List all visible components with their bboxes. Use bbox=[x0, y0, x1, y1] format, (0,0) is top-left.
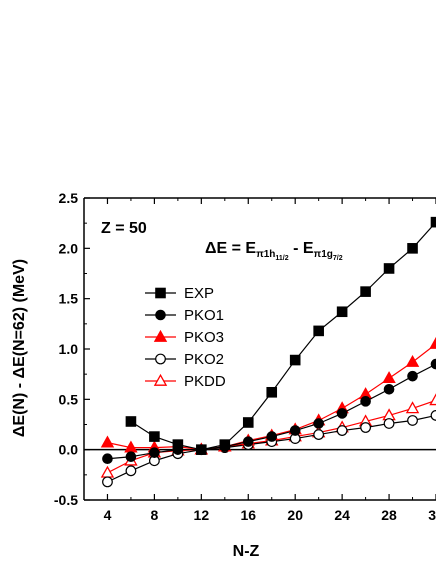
point-pko2 bbox=[313, 429, 325, 440]
x-tick-label: 28 bbox=[381, 507, 397, 523]
point-exp bbox=[313, 325, 324, 337]
point-pko1 bbox=[360, 396, 371, 407]
point-exp bbox=[360, 286, 371, 297]
legend-marker-exp bbox=[155, 287, 166, 299]
series-layer bbox=[100, 216, 436, 488]
point-pko1 bbox=[289, 425, 301, 436]
point-exp bbox=[430, 216, 436, 228]
x-tick-label: 4 bbox=[104, 507, 112, 523]
ticks-layer: 4 8 12 16 20 24 28 32 -0.5 0.0 0.5 1.0 1.5 2.0 2.5 bbox=[54, 190, 436, 523]
point-pkdd bbox=[429, 393, 436, 406]
legend-entry-pko2: PKO2 bbox=[145, 351, 224, 368]
point-pkdd bbox=[405, 401, 420, 414]
legend-entry-pko3: PKO3 bbox=[145, 329, 224, 346]
z-annotation: Z = 50 bbox=[101, 220, 147, 237]
legend-label-pkdd: PKDD bbox=[184, 373, 226, 390]
legend-label-pko2: PKO2 bbox=[184, 351, 224, 368]
point-pko1 bbox=[407, 370, 418, 382]
y-tick-label: 1.5 bbox=[59, 291, 79, 307]
y-tick-label: -0.5 bbox=[54, 492, 78, 508]
legend-label-exp: EXP bbox=[184, 285, 214, 302]
x-tick-label: 24 bbox=[334, 507, 350, 523]
point-pko2 bbox=[360, 422, 372, 433]
point-pko2 bbox=[336, 425, 348, 436]
point-exp bbox=[289, 354, 301, 366]
point-pko1 bbox=[313, 418, 324, 429]
point-pko2 bbox=[430, 410, 436, 421]
y-tick-label: 0.0 bbox=[59, 442, 79, 458]
point-exp bbox=[125, 416, 137, 427]
legend-marker-pko2 bbox=[155, 353, 166, 365]
point-pko2 bbox=[125, 465, 137, 477]
point-exp bbox=[383, 263, 395, 274]
y-tick-label: 1.0 bbox=[59, 341, 79, 357]
x-tick-label: 16 bbox=[240, 507, 256, 523]
legend-label-pko1: PKO1 bbox=[184, 307, 224, 324]
point-pko3 bbox=[405, 354, 420, 367]
formula-subsub2: 7/2 bbox=[333, 255, 343, 262]
legend-entry-exp: EXP bbox=[145, 285, 214, 302]
x-tick-label: 8 bbox=[151, 507, 159, 523]
series-exp bbox=[125, 216, 436, 455]
point-pko3 bbox=[429, 336, 436, 349]
x-axis-label: N-Z bbox=[233, 543, 260, 560]
legend-marker-pko3 bbox=[153, 329, 168, 342]
y-tick-label: 0.5 bbox=[59, 391, 79, 407]
legend-label-pko3: PKO3 bbox=[184, 329, 224, 346]
y-tick-label: 2.5 bbox=[59, 190, 79, 206]
point-exp bbox=[196, 444, 207, 455]
axes-layer bbox=[83, 197, 436, 501]
legend-marker-pkdd bbox=[153, 373, 168, 386]
point-exp bbox=[336, 306, 348, 318]
formula-main: ΔE = E bbox=[205, 240, 256, 257]
legend-entry-pko1: PKO1 bbox=[145, 307, 224, 324]
point-pko1 bbox=[266, 431, 278, 442]
formula-sub1: π1h bbox=[256, 249, 275, 260]
point-pko1 bbox=[336, 408, 348, 419]
y-axis-label: ΔE(N) - ΔE(N=62) (MeV) bbox=[11, 259, 28, 437]
x-tick-label: 32 bbox=[428, 507, 436, 523]
point-pko1 bbox=[430, 358, 436, 370]
point-exp bbox=[172, 439, 184, 450]
point-exp bbox=[266, 386, 278, 398]
point-pko2 bbox=[102, 476, 113, 488]
formula-subsub1: 11/2 bbox=[275, 255, 288, 262]
point-exp bbox=[407, 243, 418, 254]
point-exp bbox=[242, 417, 254, 428]
point-pkdd bbox=[100, 465, 115, 478]
point-pko2 bbox=[407, 415, 418, 426]
point-pko1 bbox=[125, 451, 137, 463]
point-pko3 bbox=[100, 435, 115, 448]
formula-minus: - E bbox=[289, 240, 314, 257]
point-pko1 bbox=[102, 453, 113, 465]
formula-sub2: π1g bbox=[314, 249, 333, 260]
x-tick-label: 12 bbox=[194, 507, 210, 523]
point-exp bbox=[219, 439, 231, 450]
legend-entry-pkdd: PKDD bbox=[145, 373, 226, 390]
x-tick-label: 20 bbox=[287, 507, 303, 523]
series-pko1 bbox=[102, 358, 436, 465]
formula-annotation: ΔE = Eπ1h11/2 - Eπ1g7/2 bbox=[205, 240, 343, 262]
point-pko2 bbox=[383, 418, 395, 429]
point-pko1 bbox=[242, 436, 254, 447]
point-pko3 bbox=[382, 371, 396, 384]
point-pko1 bbox=[383, 383, 395, 395]
legend: EXP PKO1 PKO3 PKO2 PKDD bbox=[145, 285, 226, 390]
point-exp bbox=[149, 431, 160, 442]
legend-marker-pko1 bbox=[155, 309, 166, 321]
point-pko1 bbox=[149, 447, 160, 458]
y-tick-label: 2.0 bbox=[59, 240, 79, 256]
